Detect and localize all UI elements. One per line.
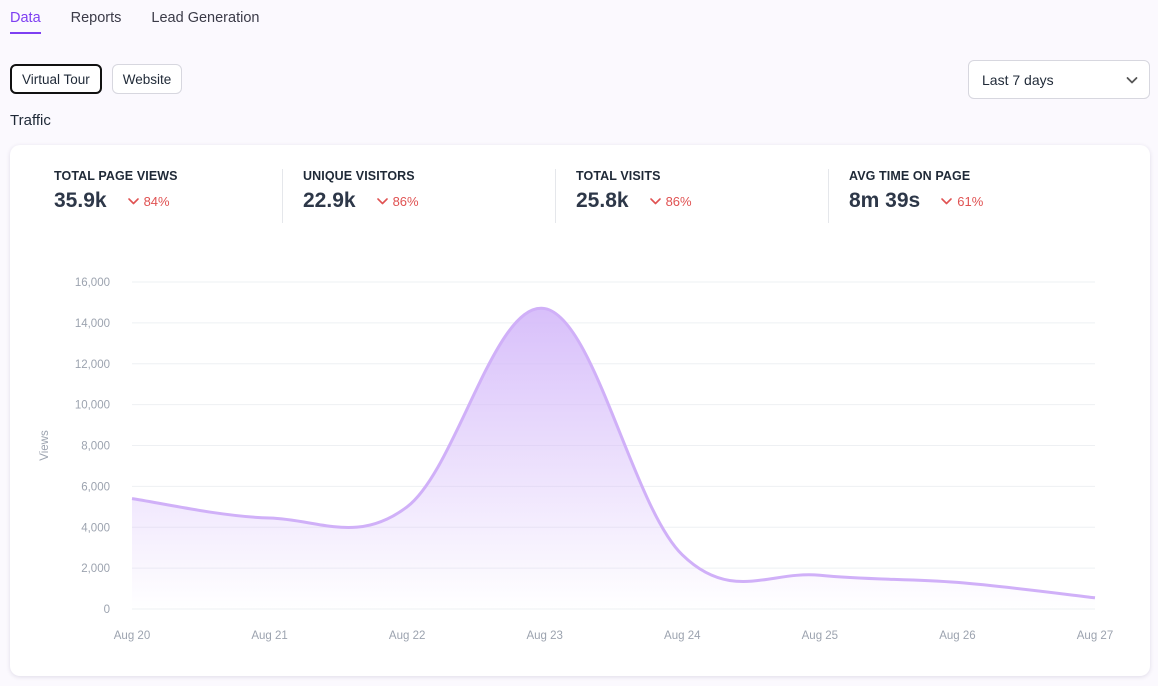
x-tick-label: Aug 24 bbox=[664, 630, 701, 642]
top-tabs: Data Reports Lead Generation bbox=[10, 0, 289, 34]
traffic-card: TOTAL PAGE VIEWS 35.9k 84% UNIQUE VISITO… bbox=[10, 145, 1150, 676]
y-tick-label: 6,000 bbox=[81, 481, 110, 493]
trend-down-icon bbox=[941, 197, 953, 204]
stat-label: TOTAL PAGE VIEWS bbox=[54, 169, 178, 183]
y-tick-label: 14,000 bbox=[75, 318, 110, 330]
stat-value: 22.9k bbox=[303, 189, 356, 212]
x-tick-label: Aug 23 bbox=[526, 630, 562, 642]
x-tick-label: Aug 21 bbox=[251, 630, 287, 642]
divider bbox=[828, 169, 829, 223]
stat-value: 35.9k bbox=[54, 189, 107, 212]
series-line[interactable] bbox=[131, 307, 1096, 600]
divider bbox=[282, 169, 283, 223]
stat-unique-visitors: UNIQUE VISITORS 22.9k 86% bbox=[283, 169, 556, 225]
stat-label: UNIQUE VISITORS bbox=[303, 169, 415, 183]
stat-avg-time-on-page: AVG TIME ON PAGE 8m 39s 61% bbox=[829, 169, 1102, 225]
y-axis-label: Views bbox=[39, 430, 51, 461]
section-title: Traffic bbox=[10, 112, 51, 129]
stat-total-page-views: TOTAL PAGE VIEWS 35.9k 84% bbox=[10, 169, 283, 225]
x-tick-label: Aug 20 bbox=[114, 630, 150, 642]
y-tick-label: 16,000 bbox=[75, 277, 110, 289]
date-range-select[interactable]: Last 7 days bbox=[968, 60, 1150, 99]
stat-delta: 84% bbox=[127, 194, 170, 209]
stat-label: TOTAL VISITS bbox=[576, 169, 661, 183]
source-toggle: Virtual Tour Website bbox=[10, 64, 183, 94]
series-area bbox=[132, 308, 1095, 609]
tab-lead-generation[interactable]: Lead Generation bbox=[151, 10, 260, 26]
stat-delta-value: 84% bbox=[143, 193, 170, 209]
y-tick-label: 10,000 bbox=[75, 400, 110, 412]
y-tick-label: 0 bbox=[104, 604, 110, 616]
y-tick-label: 8,000 bbox=[81, 441, 110, 453]
x-tick-label: Aug 25 bbox=[802, 630, 838, 642]
stat-value: 25.8k bbox=[576, 189, 629, 212]
chevron-down-icon bbox=[1125, 73, 1139, 87]
stat-total-visits: TOTAL VISITS 25.8k 86% bbox=[556, 169, 829, 225]
traffic-chart: 0 2,000 4,000 6,000 8,000 10,000 12,000 14,000 1… bbox=[39, 277, 1113, 642]
date-range-value: Last 7 days bbox=[982, 71, 1054, 88]
y-tick-label: 2,000 bbox=[81, 563, 110, 575]
stat-delta-value: 61% bbox=[957, 193, 984, 209]
stat-delta: 86% bbox=[376, 194, 419, 209]
stat-delta: 61% bbox=[940, 194, 983, 209]
divider bbox=[555, 169, 556, 223]
virtual-tour-button[interactable]: Virtual Tour bbox=[10, 64, 102, 94]
x-tick-label: Aug 27 bbox=[1077, 630, 1113, 642]
x-tick-label: Aug 26 bbox=[939, 630, 975, 642]
stat-delta: 86% bbox=[649, 194, 692, 209]
tab-reports[interactable]: Reports bbox=[70, 10, 122, 26]
y-tick-label: 12,000 bbox=[75, 359, 110, 371]
trend-down-icon bbox=[127, 197, 139, 204]
stat-delta-value: 86% bbox=[665, 193, 692, 209]
stat-delta-value: 86% bbox=[392, 193, 419, 209]
stat-value: 8m 39s bbox=[849, 189, 921, 212]
website-button[interactable]: Website bbox=[111, 64, 183, 94]
x-tick-label: Aug 22 bbox=[389, 630, 425, 642]
trend-down-icon bbox=[649, 197, 661, 204]
tab-data[interactable]: Data bbox=[10, 0, 41, 34]
y-tick-label: 4,000 bbox=[81, 522, 110, 534]
stat-label: AVG TIME ON PAGE bbox=[849, 169, 971, 183]
trend-down-icon bbox=[376, 197, 388, 204]
stats-row: TOTAL PAGE VIEWS 35.9k 84% UNIQUE VISITO… bbox=[10, 169, 1150, 225]
